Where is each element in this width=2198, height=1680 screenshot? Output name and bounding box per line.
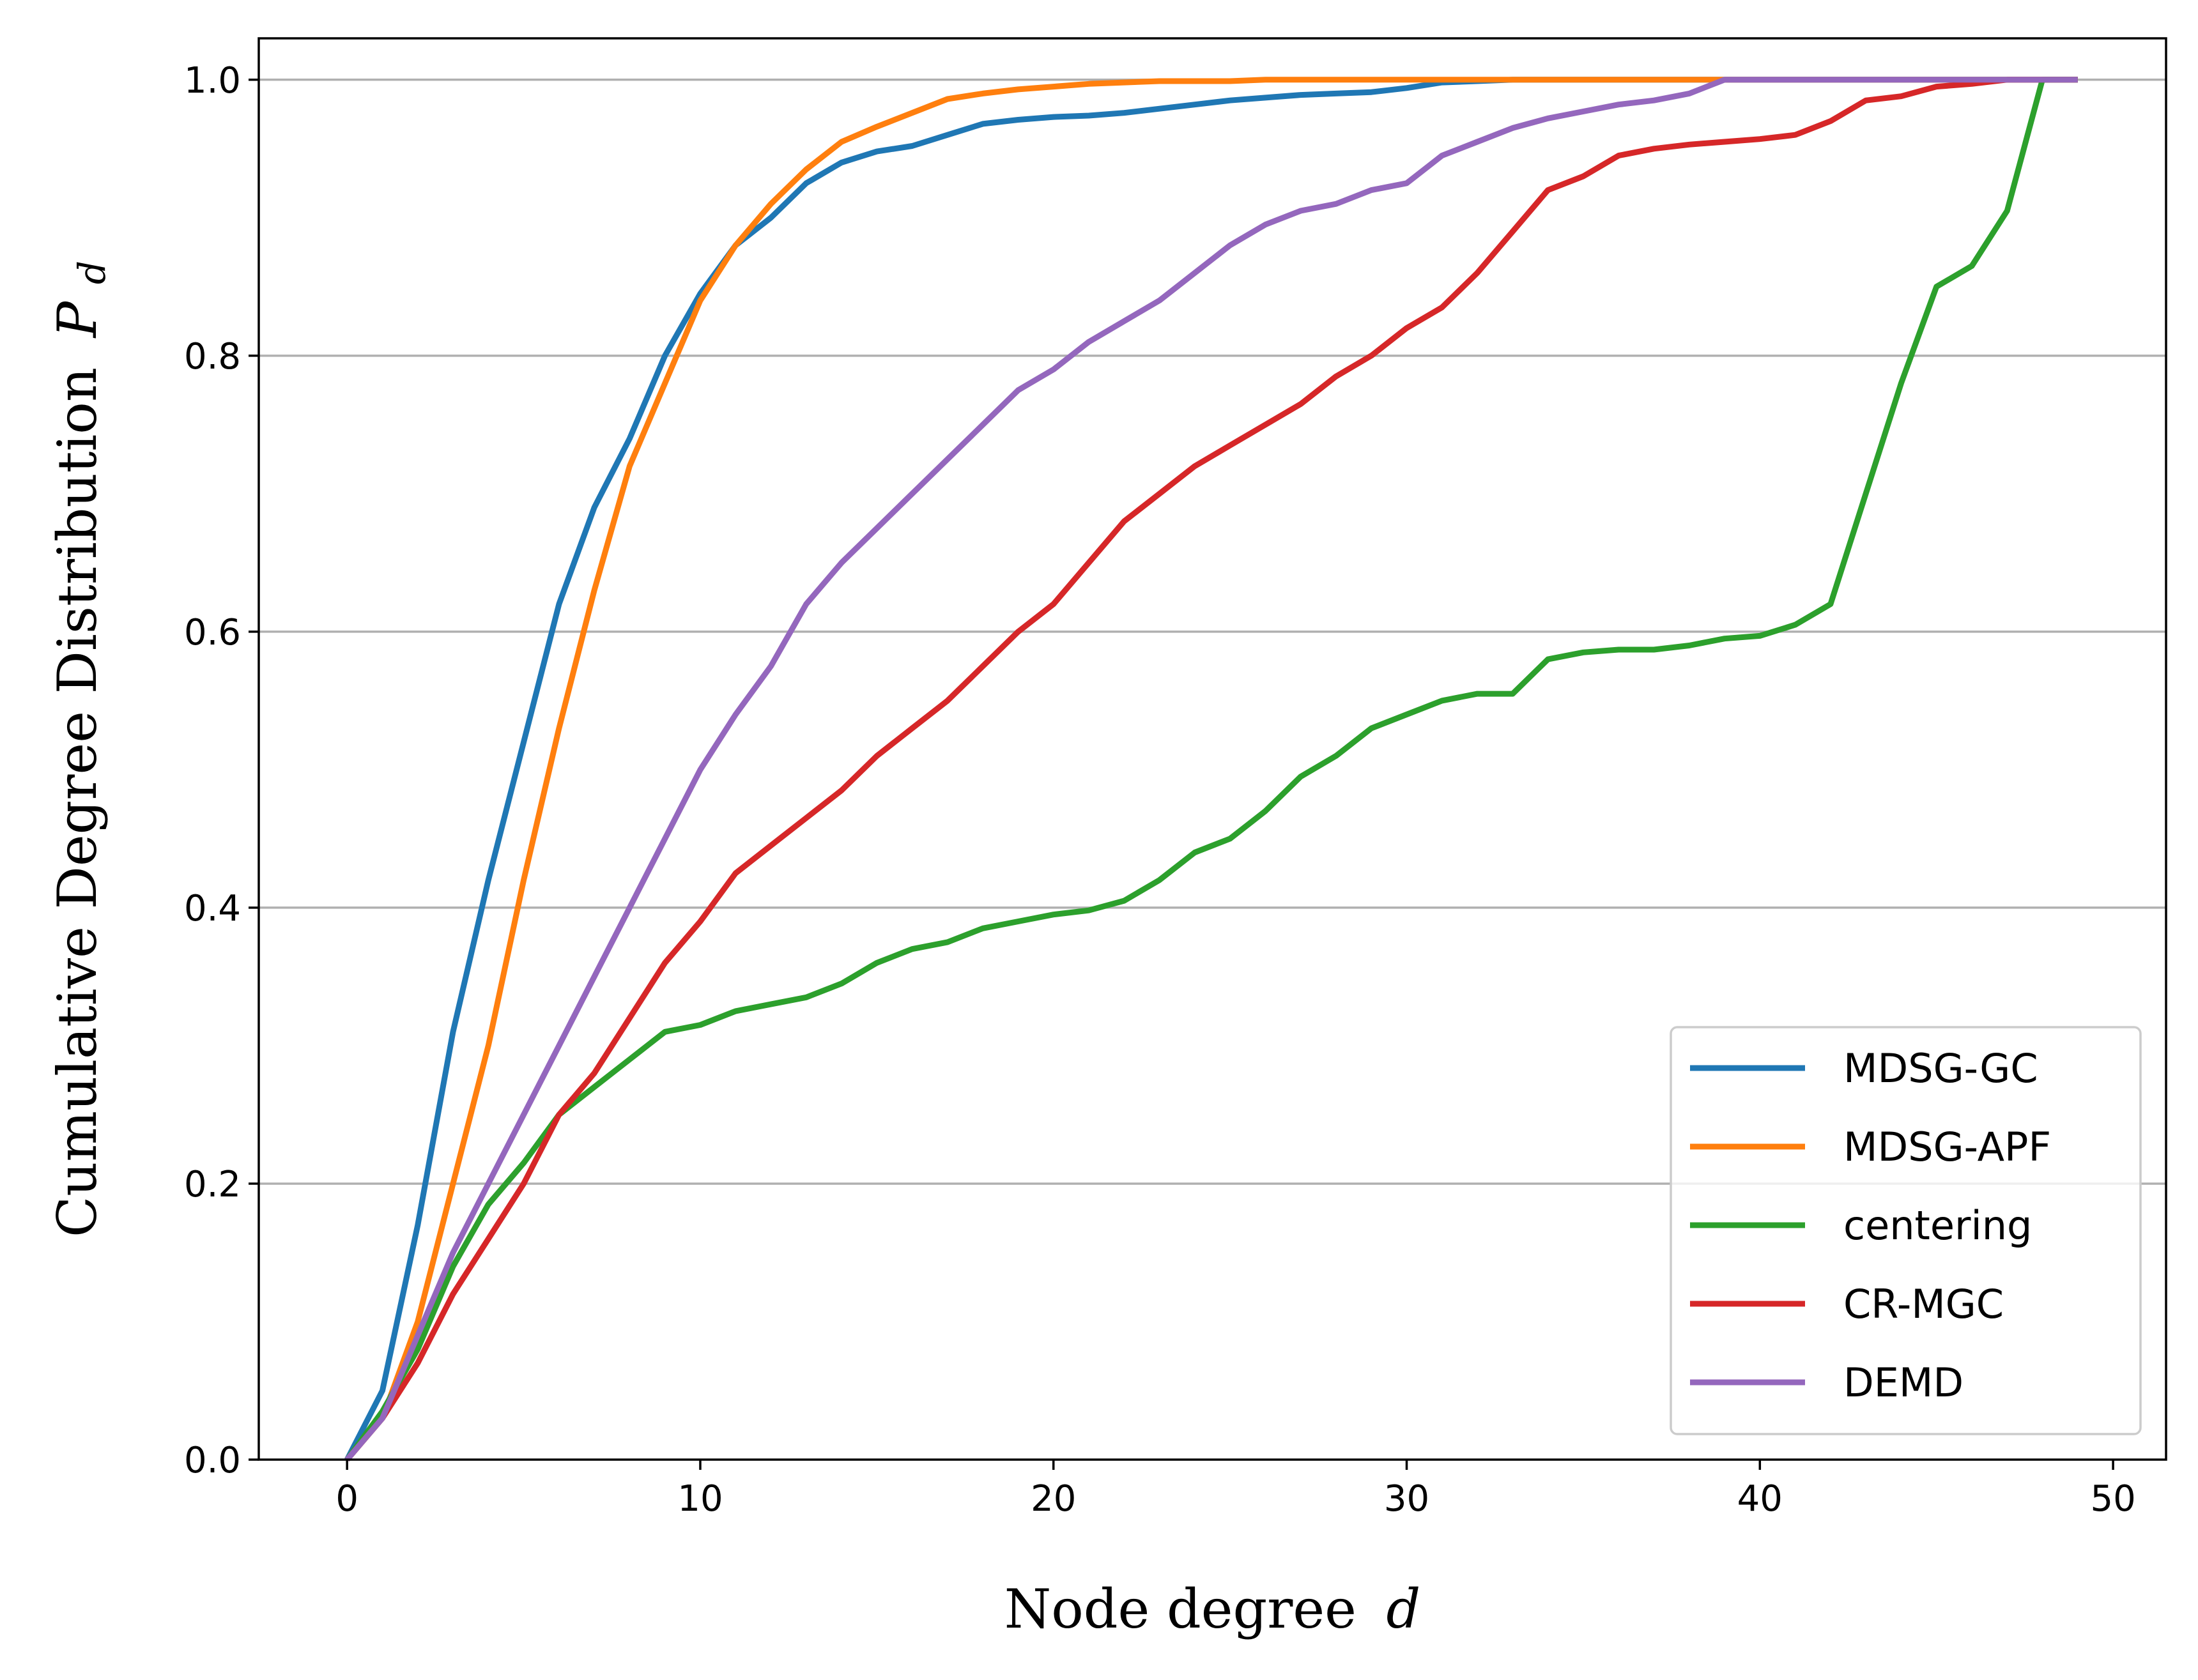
y-tick-label: 1.0 <box>184 60 241 102</box>
series-lines <box>344 77 2078 1462</box>
x-tick-label: 20 <box>1031 1478 1076 1520</box>
legend-item-DEMD: DEMD <box>1690 1359 1964 1406</box>
legend-item-MDSG-APF: MDSG-APF <box>1690 1124 2051 1170</box>
y-tick-label: 0.8 <box>184 336 241 378</box>
y-tick-label: 0.6 <box>184 612 241 653</box>
legend-label: MDSG-APF <box>1843 1124 2051 1170</box>
y-tick-label: 0.0 <box>184 1440 241 1481</box>
y-axis: 0.0 0.2 0.4 0.6 0.8 1.0 <box>184 60 259 1481</box>
legend-box <box>1670 1026 2142 1435</box>
legend: MDSG-GC MDSG-APF centering CR-MGC DEMD <box>1670 1026 2142 1435</box>
x-axis-title-variable: d <box>1387 1578 1421 1640</box>
x-axis-title-text: Node degree <box>1004 1578 1356 1640</box>
y-axis-title: Cumulative Degree Distribution P d <box>46 261 114 1237</box>
x-tick-label: 40 <box>1737 1478 1783 1520</box>
grid-lines <box>259 79 2166 1185</box>
series-line-CR-MGC <box>344 77 2078 1462</box>
y-axis-title-variable: P <box>46 300 109 339</box>
legend-label: centering <box>1843 1202 2032 1249</box>
y-axis-title-text: Cumulative Degree Distribution <box>46 367 109 1237</box>
y-tick-label: 0.2 <box>184 1164 241 1205</box>
legend-item-centering: centering <box>1690 1202 2032 1249</box>
y-axis-title-subscript: d <box>70 261 114 284</box>
y-tick-label: 0.4 <box>184 888 241 929</box>
series-line-DEMD <box>344 77 2078 1462</box>
x-tick-label: 0 <box>335 1478 358 1520</box>
x-tick-label: 10 <box>677 1478 723 1520</box>
legend-label: MDSG-GC <box>1843 1045 2038 1092</box>
plot-frame <box>257 37 2167 1461</box>
series-line-centering <box>344 77 2078 1462</box>
legend-item-MDSG-GC: MDSG-GC <box>1690 1045 2038 1092</box>
legend-label: CR-MGC <box>1843 1281 2004 1327</box>
x-tick-label: 30 <box>1384 1478 1429 1520</box>
x-tick-label: 50 <box>2090 1478 2135 1520</box>
x-axis: 0 10 20 30 40 50 <box>335 1460 2136 1520</box>
legend-label: DEMD <box>1843 1359 1964 1406</box>
legend-item-CR-MGC: CR-MGC <box>1690 1281 2004 1327</box>
x-axis-title: Node degree d <box>1004 1578 1421 1640</box>
